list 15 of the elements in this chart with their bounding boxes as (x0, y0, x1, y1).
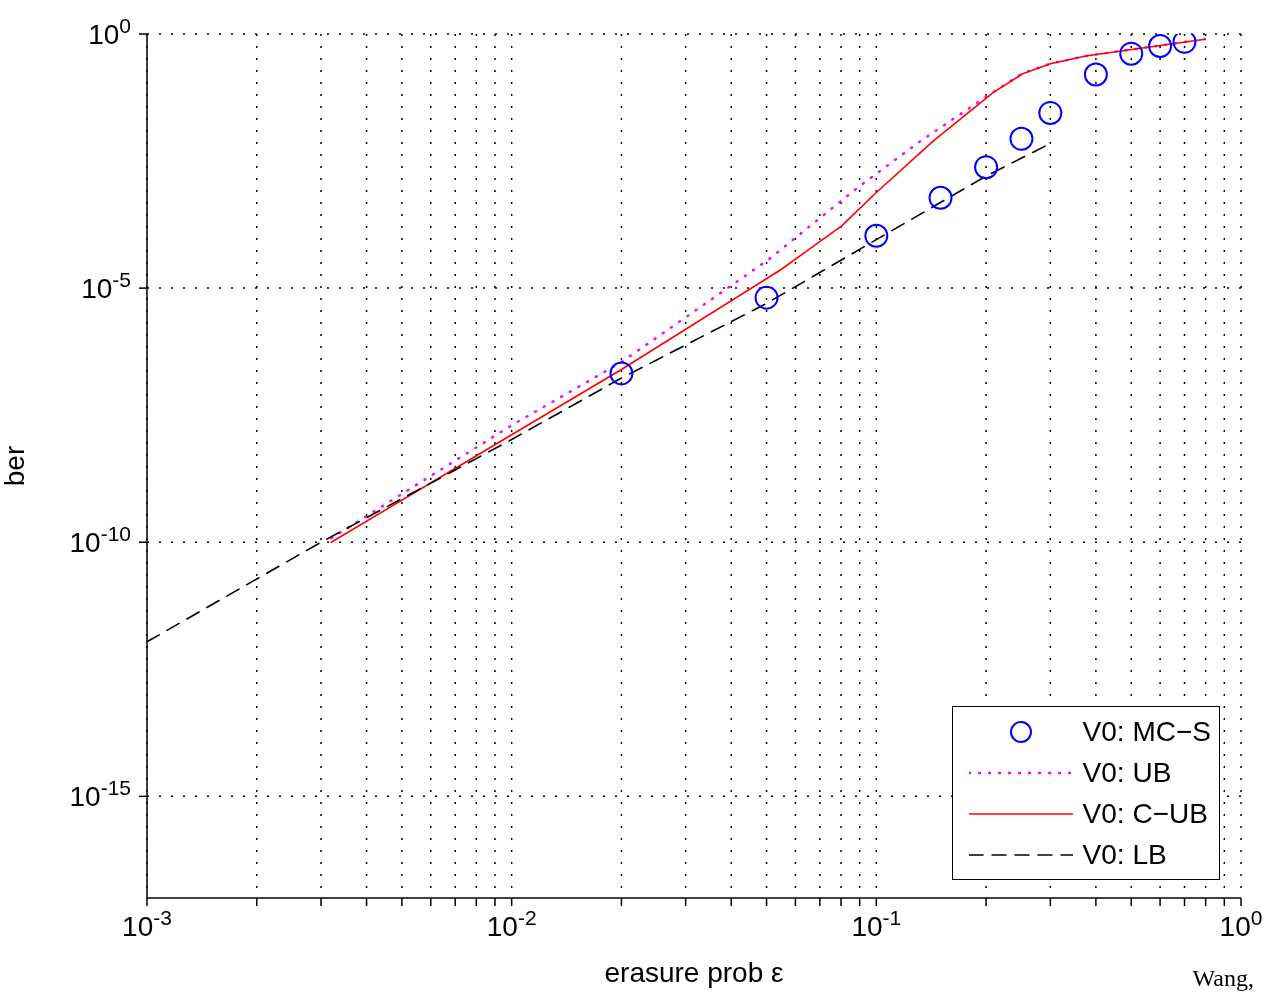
legend-label: V0: C−UB (1082, 797, 1208, 830)
y-tick-label: 10$^{-10}$ (69, 521, 131, 559)
x-tick-label: 10$^{-3}$ (122, 905, 172, 942)
y-tick-label: 10$^{0}$ (88, 13, 131, 50)
legend-label: V0: UB (1082, 756, 1172, 789)
legend-label: V0: MC−S (1082, 715, 1211, 748)
y-axis-title: ber (0, 445, 30, 487)
legend-label: V0: LB (1082, 838, 1167, 871)
y-tick-label: 10$^{-15}$ (69, 775, 131, 813)
x-axis-title: erasure prob ε (604, 957, 784, 988)
text: Wang, (1192, 965, 1254, 992)
x-tick-label: 10$^{0}$ (1219, 905, 1263, 942)
y-tick-label: 10$^{-5}$ (81, 267, 131, 305)
x-tick-label: 10$^{-2}$ (486, 905, 537, 942)
x-tick-label: 10$^{-1}$ (851, 905, 902, 942)
